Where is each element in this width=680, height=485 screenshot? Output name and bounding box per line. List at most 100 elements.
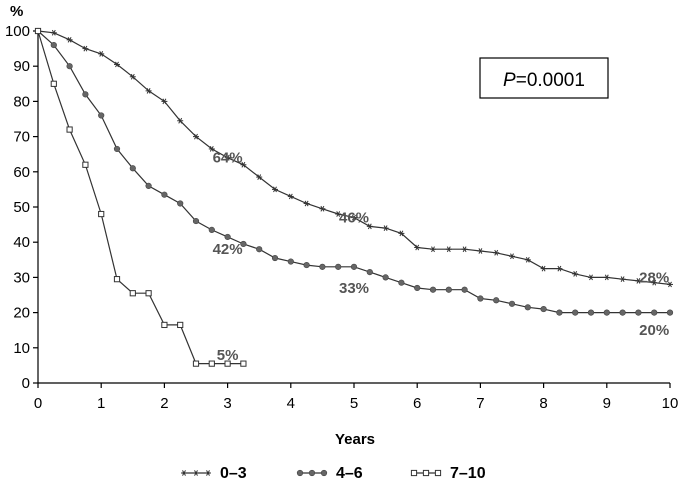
y-tick-label: 50 xyxy=(13,199,30,216)
data-point xyxy=(477,248,484,254)
data-point xyxy=(129,73,136,80)
data-point xyxy=(113,276,121,283)
p-value-label: P xyxy=(503,70,516,91)
data-point xyxy=(366,223,373,230)
data-point xyxy=(287,258,294,265)
legend: 0–3 4–6 7–10 xyxy=(181,465,486,482)
data-point xyxy=(572,309,579,316)
data-point xyxy=(319,205,326,212)
data-point xyxy=(113,145,121,153)
x-tick-label: 4 xyxy=(287,395,295,412)
data-point xyxy=(493,249,500,256)
legend-marker xyxy=(205,470,211,476)
series-layer xyxy=(34,27,674,367)
legend-marker xyxy=(320,469,328,477)
data-point xyxy=(350,263,358,270)
data-point xyxy=(335,263,342,270)
x-tick-label: 6 xyxy=(413,395,421,412)
legend-marker xyxy=(308,469,316,477)
data-point xyxy=(177,117,184,124)
y-tick-label: 30 xyxy=(13,269,30,286)
p-value-text: P=0.0001 xyxy=(503,70,585,91)
data-point xyxy=(382,225,389,231)
data-point xyxy=(319,263,326,270)
data-point xyxy=(114,61,120,68)
data-point xyxy=(382,274,389,281)
data-point xyxy=(287,193,294,200)
data-point xyxy=(540,305,547,313)
p-value-box: P=0.0001 xyxy=(479,57,609,99)
data-point xyxy=(603,274,610,281)
data-point xyxy=(445,286,452,293)
data-point xyxy=(351,214,357,221)
legend-marker xyxy=(181,470,187,476)
data-point xyxy=(303,200,310,207)
x-tick-label: 1 xyxy=(97,395,105,412)
data-point xyxy=(82,91,89,98)
data-point xyxy=(240,240,247,248)
data-point xyxy=(66,126,73,133)
data-point xyxy=(524,304,531,311)
data-point xyxy=(667,281,673,288)
data-point xyxy=(145,182,152,189)
data-point xyxy=(445,246,452,253)
legend-label: 4–6 xyxy=(336,465,363,482)
data-point xyxy=(651,309,658,316)
data-point xyxy=(240,360,247,367)
data-point xyxy=(82,161,89,168)
data-point xyxy=(240,161,247,168)
data-point xyxy=(98,51,105,57)
data-point xyxy=(98,112,105,119)
x-tick-label: 10 xyxy=(662,395,679,412)
data-point xyxy=(619,309,626,316)
y-tick-label: 70 xyxy=(13,129,30,146)
y-tick-label: 60 xyxy=(13,164,30,181)
data-point xyxy=(177,321,184,329)
x-tick-label: 9 xyxy=(603,395,611,412)
data-point xyxy=(34,27,42,35)
data-point xyxy=(129,290,136,297)
annotation-label: 28% xyxy=(639,269,669,286)
annotation-label: 46% xyxy=(339,210,369,227)
y-tick-label: 10 xyxy=(13,340,30,357)
data-point xyxy=(524,256,531,263)
legend-marker xyxy=(410,469,418,477)
data-point xyxy=(145,290,152,297)
data-point xyxy=(66,63,73,70)
annotation-label: 20% xyxy=(639,322,669,339)
legend-marker xyxy=(193,470,199,476)
data-point xyxy=(477,295,484,302)
data-point xyxy=(414,284,421,292)
legend-marker xyxy=(422,469,430,477)
data-point xyxy=(603,309,610,316)
data-point xyxy=(635,278,642,284)
data-point xyxy=(429,286,437,293)
annotation-layer: 64% 46% 42% 33% 28% 20% 5% xyxy=(213,150,670,364)
data-point xyxy=(271,254,279,262)
data-point xyxy=(82,45,89,52)
annotation-label: 64% xyxy=(213,150,243,167)
p-value-frame xyxy=(479,57,609,99)
data-point xyxy=(635,309,642,316)
x-tick-label: 3 xyxy=(223,395,231,412)
data-point xyxy=(192,360,200,367)
data-point xyxy=(177,200,184,207)
data-point xyxy=(335,211,342,217)
p-value-value: =0.0001 xyxy=(516,70,585,91)
data-point xyxy=(161,98,168,105)
x-axis-label: Years xyxy=(335,431,375,448)
data-point xyxy=(161,321,168,329)
data-point xyxy=(50,29,57,36)
data-point xyxy=(461,246,468,253)
data-point xyxy=(430,246,436,253)
data-point xyxy=(666,309,674,316)
annotation-label: 42% xyxy=(213,241,243,258)
data-point xyxy=(619,276,626,283)
data-point xyxy=(651,279,658,286)
data-point xyxy=(509,253,515,260)
data-point xyxy=(414,244,421,251)
data-point xyxy=(303,261,310,269)
series-1 xyxy=(35,28,673,288)
